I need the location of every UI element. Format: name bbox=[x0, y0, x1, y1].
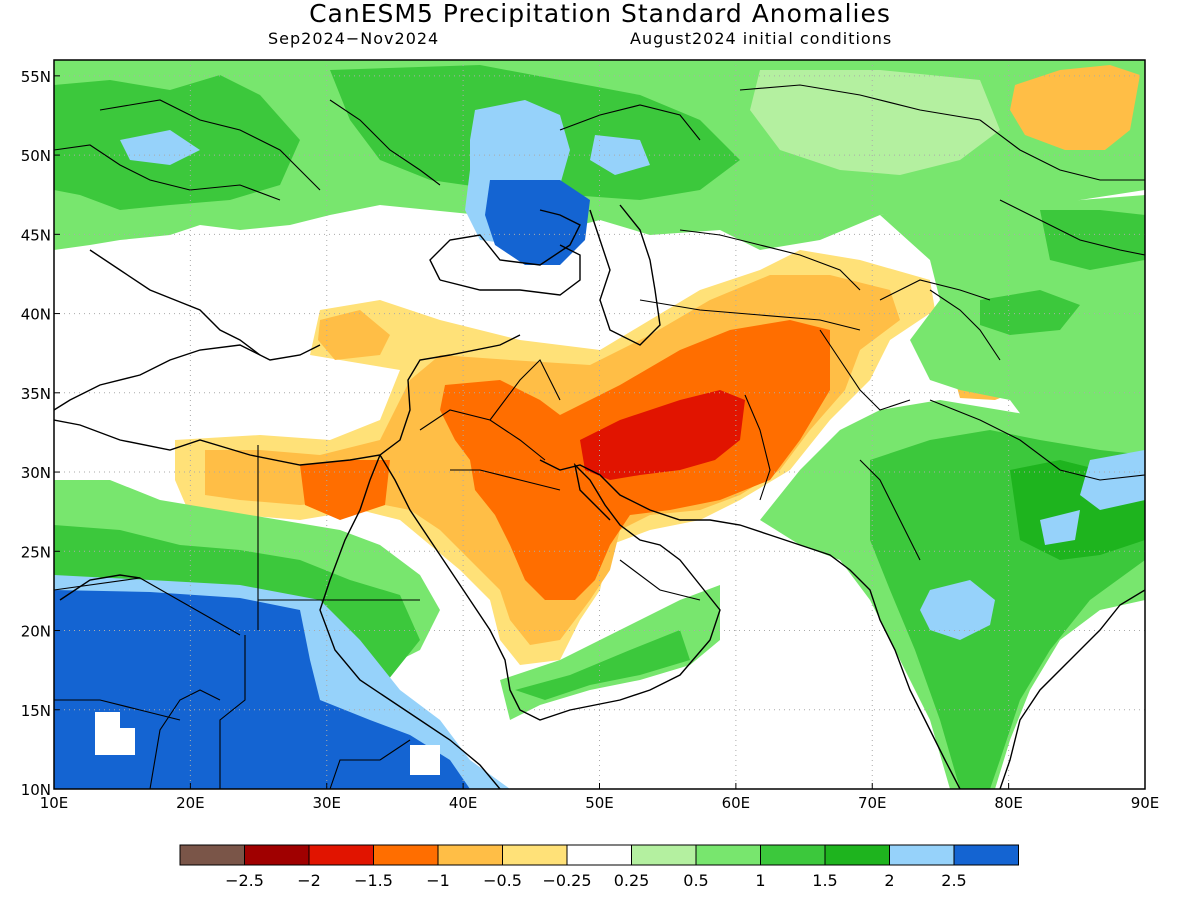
color-legend: −2.5 −2 −1.5 −1 −0.5 −0.25 0.25 0.5 1 1.5 2 2.5 bbox=[179, 844, 1019, 890]
lat-tick-label: 55N bbox=[21, 68, 51, 86]
legend-swatch bbox=[437, 844, 503, 866]
anomaly-region-light-green-ring bbox=[750, 70, 1000, 175]
legend-swatch bbox=[695, 844, 761, 866]
lon-tick-label: 40E bbox=[449, 794, 478, 812]
legend-swatch bbox=[824, 844, 890, 866]
legend-label: 1.5 bbox=[812, 871, 837, 890]
legend-label: −0.5 bbox=[483, 871, 522, 890]
lat-tick-label: 40N bbox=[21, 306, 51, 324]
legend-label: 2 bbox=[884, 871, 894, 890]
anomaly-region-ethiopia-white bbox=[410, 745, 440, 775]
legend-label: −0.25 bbox=[542, 871, 591, 890]
legend-swatch bbox=[308, 844, 374, 866]
anomaly-region-africa-white-patch bbox=[95, 712, 135, 755]
anomaly-region-orange-east bbox=[1010, 65, 1140, 150]
lon-tick-label: 30E bbox=[312, 794, 341, 812]
borders bbox=[54, 84, 1145, 789]
legend-swatch bbox=[631, 844, 697, 866]
lat-lon-grid bbox=[54, 60, 1145, 789]
lon-tick-label: 90E bbox=[1131, 794, 1160, 812]
lat-tick-label: 15N bbox=[21, 702, 51, 720]
anomaly-region-bay-light-blue bbox=[1040, 510, 1080, 545]
legend-label: −1.5 bbox=[354, 871, 393, 890]
lat-tick-label: 45N bbox=[21, 226, 51, 244]
lat-tick-label: 25N bbox=[21, 543, 51, 561]
legend-swatch bbox=[889, 844, 955, 866]
legend-swatch bbox=[179, 844, 245, 866]
lon-tick-label: 50E bbox=[585, 794, 614, 812]
lon-tick-label: 70E bbox=[858, 794, 887, 812]
lat-tick-label: 20N bbox=[21, 623, 51, 641]
lon-tick-label: 60E bbox=[722, 794, 751, 812]
legend-label: −2 bbox=[297, 871, 321, 890]
anomaly-region-bangladesh-light-blue bbox=[1080, 450, 1145, 510]
lat-tick-label: 35N bbox=[21, 385, 51, 403]
legend-swatch bbox=[502, 844, 568, 866]
anomaly-region-orange-turkey bbox=[318, 310, 390, 360]
lon-tick-label: 10E bbox=[40, 794, 69, 812]
latitude-axis: 10N 15N 20N 25N 30N 35N 40N 45N 50N 55N bbox=[21, 68, 60, 799]
legend-label: −1 bbox=[426, 871, 450, 890]
initial-conditions: August2024 initial conditions bbox=[630, 29, 893, 48]
lat-tick-label: 50N bbox=[21, 147, 51, 165]
anomaly-region-china-g1 bbox=[980, 290, 1080, 335]
legend-swatch bbox=[244, 844, 310, 866]
lon-tick-label: 80E bbox=[994, 794, 1023, 812]
anomaly-region-red bbox=[580, 390, 745, 480]
legend-label: 0.25 bbox=[614, 871, 650, 890]
lat-tick-label: 30N bbox=[21, 464, 51, 482]
legend-swatch bbox=[373, 844, 439, 866]
lat-tick-label: 10N bbox=[21, 781, 51, 799]
legend-label: 2.5 bbox=[941, 871, 966, 890]
legend-swatch bbox=[566, 844, 632, 866]
legend-label: −2.5 bbox=[225, 871, 264, 890]
anomaly-region-central-asia-g1 bbox=[1040, 210, 1145, 270]
legend-label: 1 bbox=[755, 871, 765, 890]
longitude-axis: 10E 20E 30E 40E 50E 60E 70E 80E 90E bbox=[40, 783, 1160, 812]
anomaly-region-india-light-blue bbox=[920, 580, 995, 640]
anomaly-region-yemen-g1 bbox=[515, 630, 690, 700]
legend-swatch bbox=[953, 844, 1019, 866]
legend-label: 0.5 bbox=[683, 871, 708, 890]
anomaly-region-orange-deep bbox=[300, 460, 390, 520]
coastlines bbox=[54, 204, 1145, 789]
anomaly-region-light-blue-europe bbox=[120, 130, 200, 165]
forecast-period: Sep2024−Nov2024 bbox=[268, 29, 440, 48]
lon-tick-label: 20E bbox=[176, 794, 205, 812]
map-title: CanESM5 Precipitation Standard Anomalies bbox=[309, 0, 891, 28]
anomaly-region-dark-blue-north bbox=[485, 180, 590, 265]
legend-swatch bbox=[760, 844, 826, 866]
